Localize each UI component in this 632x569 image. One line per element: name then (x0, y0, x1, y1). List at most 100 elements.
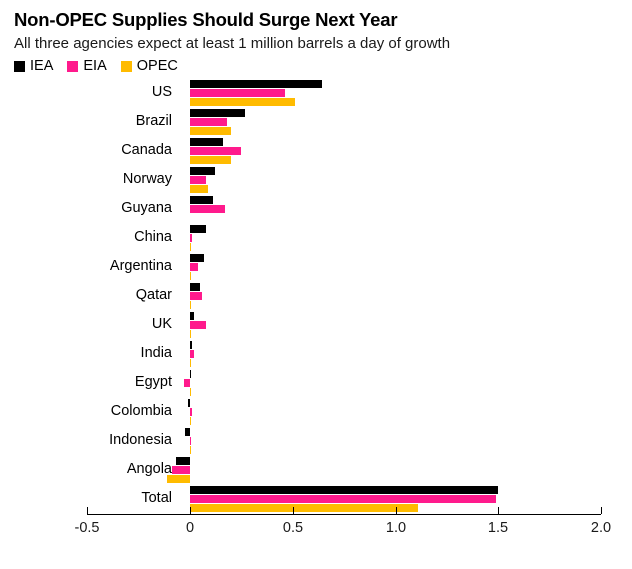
square-swatch-icon (67, 60, 79, 72)
bar-opec-uk[interactable] (190, 330, 192, 338)
bars (0, 107, 632, 136)
legend-item-iea[interactable]: IEA (14, 59, 53, 73)
bar-opec-egypt[interactable] (190, 388, 192, 396)
bars (0, 310, 632, 339)
bar-eia-indonesia[interactable] (190, 437, 192, 445)
bar-iea-canada[interactable] (190, 138, 223, 146)
bar-iea-angola[interactable] (175, 457, 190, 465)
x-axis-tick-label: 1.0 (385, 520, 407, 536)
bar-eia-guyana[interactable] (190, 205, 225, 213)
legend-label: EIA (83, 58, 107, 74)
bar-iea-indonesia[interactable] (184, 428, 190, 436)
bar-opec-colombia[interactable] (190, 417, 192, 425)
bar-iea-qatar[interactable] (190, 283, 201, 291)
bar-eia-argentina[interactable] (190, 263, 199, 271)
y-axis-label-us: US (151, 84, 172, 100)
bars (0, 223, 632, 252)
bar-eia-norway[interactable] (190, 176, 207, 184)
x-axis-tick (396, 507, 397, 514)
y-axis-label-canada: Canada (121, 142, 172, 158)
y-axis-label-colombia: Colombia (110, 403, 172, 419)
bar-group-row: US (0, 78, 632, 107)
bar-group-row: China (0, 223, 632, 252)
bar-eia-qatar[interactable] (190, 292, 203, 300)
y-axis-label-brazil: Brazil (135, 113, 172, 129)
x-axis-tick-label: 2.0 (590, 520, 612, 536)
bar-opec-india[interactable] (190, 359, 192, 367)
bars (0, 426, 632, 455)
bar-group-row: Qatar (0, 281, 632, 310)
y-axis-label-uk: UK (151, 316, 172, 332)
bar-group-row: Guyana (0, 194, 632, 223)
bar-iea-china[interactable] (190, 225, 207, 233)
y-axis-label-angola: Angola (126, 461, 172, 477)
bar-opec-argentina[interactable] (190, 272, 192, 280)
legend-item-eia[interactable]: EIA (67, 58, 107, 74)
bars (0, 397, 632, 426)
bars (0, 194, 632, 223)
y-axis-label-guyana: Guyana (121, 200, 172, 216)
bar-iea-egypt[interactable] (190, 370, 192, 378)
bar-iea-uk[interactable] (190, 312, 195, 320)
bar-group-row: Canada (0, 136, 632, 165)
y-axis-label-india: India (140, 345, 172, 361)
y-axis-label-total: Total (141, 490, 172, 506)
bar-eia-brazil[interactable] (190, 118, 227, 126)
bar-group-row: Brazil (0, 107, 632, 136)
bar-eia-total[interactable] (190, 495, 497, 503)
bar-eia-uk[interactable] (190, 321, 207, 329)
bars (0, 368, 632, 397)
page-title: Non-OPEC Supplies Should Surge Next Year (14, 9, 398, 30)
bar-iea-brazil[interactable] (190, 109, 246, 117)
bar-eia-india[interactable] (190, 350, 195, 358)
bar-iea-norway[interactable] (190, 167, 215, 175)
bar-group-row: Argentina (0, 252, 632, 281)
bar-opec-norway[interactable] (190, 185, 209, 193)
y-axis-label-china: China (134, 229, 172, 245)
y-axis-label-norway: Norway (122, 171, 172, 187)
legend-item-opec[interactable]: OPEC (120, 59, 178, 73)
bar-group-row: India (0, 339, 632, 368)
x-axis-tick (498, 507, 499, 514)
bars (0, 252, 632, 281)
bar-eia-china[interactable] (190, 234, 193, 242)
bar-eia-egypt[interactable] (183, 379, 190, 387)
y-axis-label-indonesia: Indonesia (109, 432, 172, 448)
bar-eia-us[interactable] (190, 89, 285, 97)
bars (0, 484, 632, 513)
square-swatch-icon (120, 60, 132, 72)
bar-eia-colombia[interactable] (190, 408, 193, 416)
x-axis-tick-label: 0.5 (282, 520, 304, 536)
x-axis-line (87, 514, 601, 515)
bar-iea-guyana[interactable] (190, 196, 213, 204)
x-axis-tick (190, 507, 191, 514)
bar-eia-angola[interactable] (171, 466, 190, 474)
bar-opec-canada[interactable] (190, 156, 232, 164)
bar-iea-total[interactable] (190, 486, 499, 494)
bar-opec-indonesia[interactable] (190, 446, 192, 454)
bar-iea-us[interactable] (190, 80, 322, 88)
x-axis-tick-label: 0 (185, 520, 195, 536)
bar-opec-china[interactable] (190, 243, 192, 251)
bars (0, 78, 632, 107)
x-axis-tick-label: -0.5 (74, 520, 100, 536)
bar-opec-total[interactable] (190, 504, 419, 512)
bar-iea-argentina[interactable] (190, 254, 205, 262)
y-axis-label-argentina: Argentina (109, 258, 172, 274)
bar-group-row: Total (0, 484, 632, 513)
x-axis-tick (293, 507, 294, 514)
bar-iea-colombia[interactable] (187, 399, 190, 407)
square-swatch-icon (14, 60, 25, 72)
bars (0, 281, 632, 310)
bar-opec-qatar[interactable] (190, 301, 192, 309)
bar-group-row: Norway (0, 165, 632, 194)
x-axis-tick (601, 507, 602, 514)
bar-group-row: Egypt (0, 368, 632, 397)
bar-iea-india[interactable] (190, 341, 193, 349)
bars (0, 136, 632, 165)
chart-subtitle: All three agencies expect at least 1 mil… (14, 35, 451, 52)
bar-opec-angola[interactable] (167, 475, 190, 483)
bar-opec-brazil[interactable] (190, 127, 232, 135)
bar-opec-us[interactable] (190, 98, 295, 106)
bar-eia-canada[interactable] (190, 147, 242, 155)
